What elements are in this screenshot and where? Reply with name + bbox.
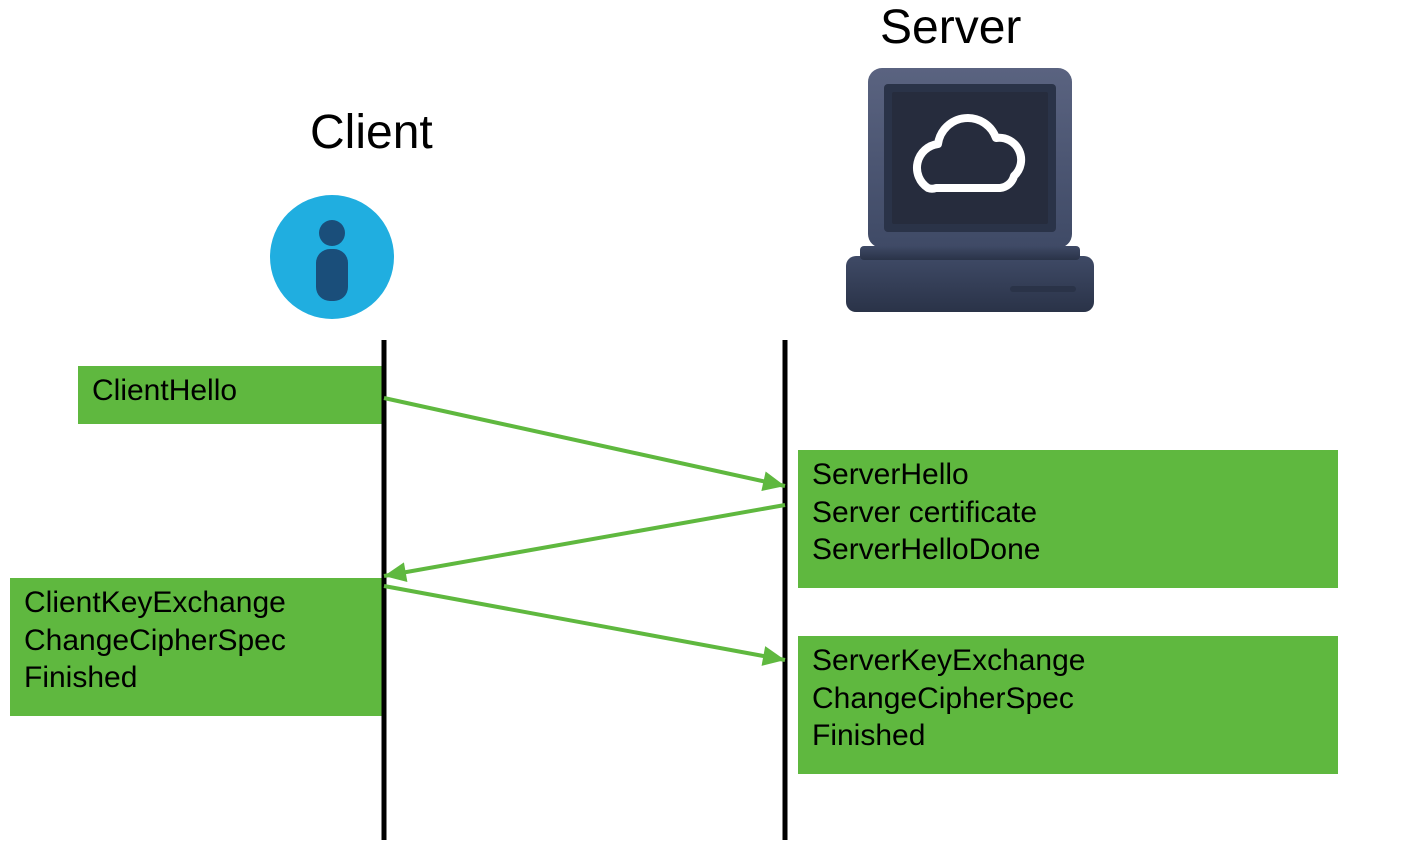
msg-line: ServerHello — [812, 456, 1328, 494]
diagram-stage: Client Server — [0, 0, 1409, 849]
msg-line: ClientHello — [92, 372, 374, 410]
client-person-icon — [270, 195, 394, 319]
msg-server-hello: ServerHelloServer certificateServerHello… — [798, 450, 1338, 588]
msg-line: ChangeCipherSpec — [812, 680, 1328, 718]
msg-line: Finished — [24, 659, 374, 697]
msg-line: Server certificate — [812, 494, 1328, 532]
client-title: Client — [310, 105, 433, 160]
msg-line: ChangeCipherSpec — [24, 622, 374, 660]
server-title: Server — [880, 0, 1021, 55]
msg-line: ClientKeyExchange — [24, 584, 374, 622]
msg-server-key-exchange: ServerKeyExchangeChangeCipherSpecFinishe… — [798, 636, 1338, 774]
msg-client-key-exchange: ClientKeyExchangeChangeCipherSpecFinishe… — [10, 578, 384, 716]
msg-line: ServerHelloDone — [812, 531, 1328, 569]
msg-line: Finished — [812, 717, 1328, 755]
msg-line: ServerKeyExchange — [812, 642, 1328, 680]
msg-client-hello: ClientHello — [78, 366, 384, 424]
server-laptop-cloud-icon — [840, 60, 1100, 340]
